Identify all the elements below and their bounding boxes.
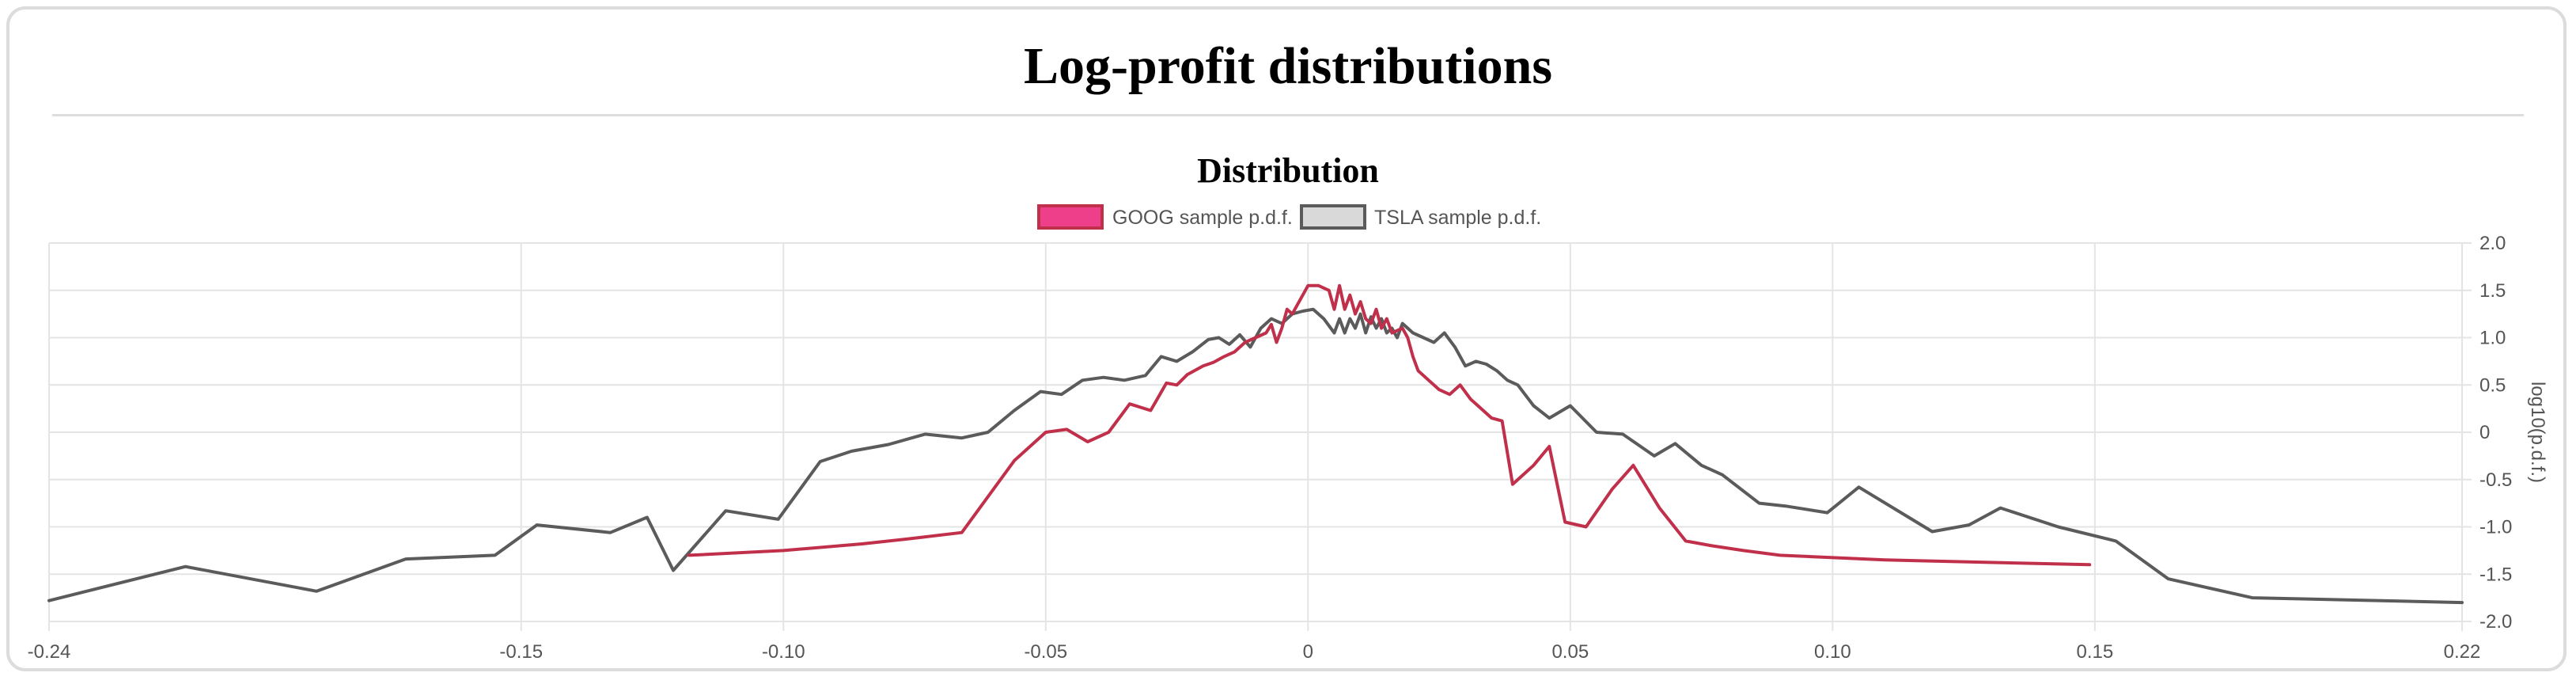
legend-swatch-tsla	[1300, 204, 1366, 230]
chart-title: Distribution	[1197, 151, 1379, 190]
x-tick-label: 0.15	[2077, 641, 2114, 663]
y-axis-label: log10(p.d.f.)	[2527, 382, 2548, 483]
chart-card	[6, 6, 2567, 671]
y-tick-label: 0	[2479, 422, 2490, 443]
x-axis: -0.24 -0.15 -0.10 -0.05 0 0.05 0.10 0.15 0.22	[28, 641, 2481, 663]
page-title: Log-profit distributions	[1023, 37, 1553, 95]
x-tick-label: -0.24	[28, 641, 71, 663]
legend-item-tsla[interactable]: TSLA sample p.d.f.	[1300, 204, 1541, 230]
series-line-tsla	[47, 307, 2464, 605]
x-tick-label: 0	[1303, 641, 1313, 663]
y-tick-label: 1.5	[2479, 280, 2506, 302]
title-divider	[52, 114, 2524, 116]
y-tick-label: 1.0	[2479, 328, 2506, 349]
legend-item-goog[interactable]: GOOG sample p.d.f.	[1037, 204, 1293, 230]
series-line-goog	[687, 283, 2092, 567]
series	[47, 283, 2464, 605]
x-tick-label: -0.10	[762, 641, 805, 663]
y-tick-label: 2.0	[2479, 233, 2506, 254]
grid	[48, 242, 2472, 631]
y-tick-label: -2.0	[2479, 611, 2512, 633]
legend-label-goog: GOOG sample p.d.f.	[1112, 207, 1293, 229]
legend-label-tsla: TSLA sample p.d.f.	[1374, 207, 1541, 229]
x-tick-label: -0.05	[1024, 641, 1067, 663]
y-tick-label: -1.0	[2479, 517, 2512, 538]
y-axis: 2.0 1.5 1.0 0.5 0 -0.5 -1.0 -1.5 -2.0	[2479, 233, 2512, 633]
y-tick-label: 0.5	[2479, 374, 2506, 396]
x-tick-label: 0.05	[1551, 641, 1589, 663]
y-tick-label: -0.5	[2479, 469, 2512, 491]
x-tick-label: 0.22	[2444, 641, 2481, 663]
x-tick-label: 0.10	[1814, 641, 1851, 663]
legend: GOOG sample p.d.f. TSLA sample p.d.f.	[1037, 204, 1541, 230]
x-tick-label: -0.15	[499, 641, 543, 663]
y-tick-label: -1.5	[2479, 564, 2512, 585]
legend-swatch-goog	[1037, 204, 1104, 230]
